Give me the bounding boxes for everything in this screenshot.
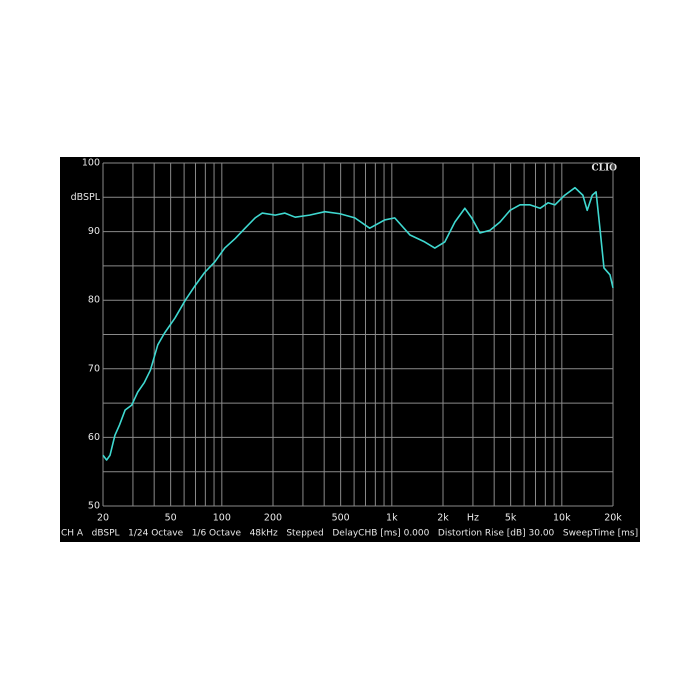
x-tick-label: 50 xyxy=(165,513,177,524)
x-tick-label: 100 xyxy=(213,513,231,524)
y-tick-label: 70 xyxy=(88,363,100,374)
response-curve xyxy=(102,186,614,461)
x-tick-label: 20k xyxy=(604,513,622,524)
y-tick-label: 60 xyxy=(88,432,100,443)
footer: CH A dBSPL 1/24 Octave 1/6 Octave 48kHz … xyxy=(61,529,700,539)
x-tick-label: 1k xyxy=(386,513,398,524)
y-tick-label: 50 xyxy=(88,501,100,512)
y-tick-label: dBSPL xyxy=(71,192,101,203)
panel xyxy=(60,157,640,542)
x-tick-label: 10k xyxy=(553,513,571,524)
x-tick-label: 5k xyxy=(505,513,517,524)
y-tick-label: 100 xyxy=(82,158,100,169)
x-tick-label: 500 xyxy=(332,513,350,524)
x-tick-label: Hz xyxy=(467,513,479,524)
x-tick-label: 20 xyxy=(97,513,109,524)
y-tick-label: 80 xyxy=(88,295,100,306)
x-tick-label: 200 xyxy=(264,513,282,524)
y-tick-label: 90 xyxy=(88,226,100,237)
x-tick-label: 2k xyxy=(437,513,449,524)
brand: CLIO xyxy=(591,164,617,174)
